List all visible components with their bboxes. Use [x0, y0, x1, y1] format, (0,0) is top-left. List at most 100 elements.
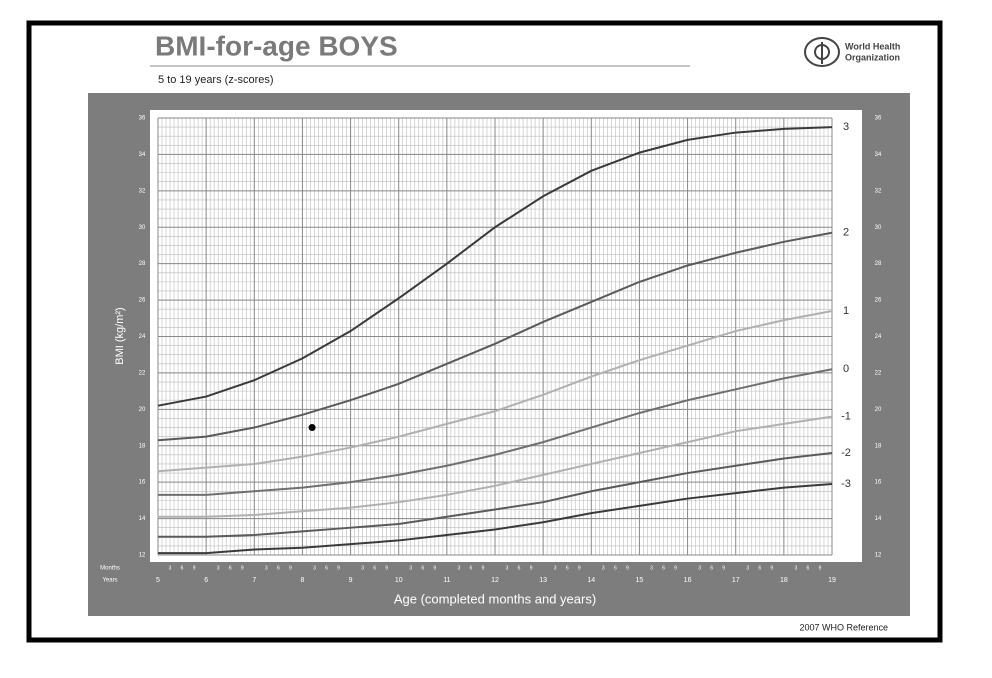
y-tick-label: 34 [139, 152, 146, 158]
x-tick-label: 11 [443, 577, 450, 584]
month-tick-label: 6 [807, 565, 810, 571]
line-label: 1 [843, 305, 849, 317]
y-tick-label: 22 [139, 370, 146, 376]
month-tick-label: 3 [217, 565, 220, 571]
month-tick-label: 6 [421, 565, 424, 571]
month-tick-label: 3 [458, 565, 461, 571]
month-tick-label: 3 [361, 565, 364, 571]
month-tick-label: 6 [277, 565, 280, 571]
y-tick-label: 26 [139, 298, 146, 304]
month-tick-label: 6 [470, 565, 473, 571]
y-tick-label: 28 [875, 261, 882, 267]
month-tick-label: 3 [409, 565, 412, 571]
month-tick-label: 3 [698, 565, 701, 571]
month-tick-label: 9 [241, 565, 244, 571]
month-tick-label: 9 [722, 565, 725, 571]
month-tick-label: 9 [578, 565, 581, 571]
month-tick-label: 6 [662, 565, 665, 571]
chart-subtitle: 5 to 19 years (z-scores) [158, 74, 274, 86]
month-tick-label: 3 [602, 565, 605, 571]
y-axis-label: BMI (kg/m²) [114, 307, 126, 364]
y-tick-label: 36 [139, 116, 146, 122]
x-axis-label: Age (completed months and years) [394, 591, 596, 606]
y-tick-label: 34 [875, 152, 882, 158]
month-tick-label: 9 [337, 565, 340, 571]
data-point [308, 424, 316, 432]
y-tick-label: 28 [139, 261, 146, 267]
month-tick-label: 6 [758, 565, 761, 571]
line-label: 2 [843, 227, 849, 239]
month-tick-label: 9 [193, 565, 196, 571]
z-score-line [157, 126, 833, 407]
x-tick-label: 15 [636, 577, 644, 584]
month-tick-label: 6 [181, 565, 184, 571]
month-tick-label: 3 [265, 565, 268, 571]
z-score-line [157, 310, 833, 473]
who-logo [804, 37, 840, 67]
years-label: Years [102, 578, 117, 584]
month-tick-label: 3 [554, 565, 557, 571]
organization-line: World Health [845, 41, 900, 51]
months-label: Months [100, 566, 120, 572]
line-label: 0 [843, 363, 849, 375]
month-tick-label: 9 [819, 565, 822, 571]
y-tick-label: 12 [875, 553, 882, 559]
y-tick-label: 14 [139, 516, 146, 522]
organization-line: Organization [845, 52, 900, 62]
month-tick-label: 3 [313, 565, 316, 571]
x-tick-label: 10 [395, 577, 403, 584]
x-tick-label: 14 [587, 577, 595, 584]
z-score-line [158, 368, 833, 496]
z-score-line [157, 231, 833, 442]
month-tick-label: 9 [433, 565, 436, 571]
month-tick-label: 9 [385, 565, 388, 571]
line-label: -3 [841, 478, 851, 490]
x-tick-label: 8 [300, 577, 304, 584]
month-tick-label: 6 [518, 565, 521, 571]
month-tick-label: 9 [674, 565, 677, 571]
x-tick-label: 16 [684, 577, 692, 584]
x-tick-label: 12 [491, 577, 499, 584]
month-tick-label: 3 [795, 565, 798, 571]
x-tick-label: 19 [828, 577, 836, 584]
month-tick-label: 3 [746, 565, 749, 571]
y-tick-label: 30 [875, 225, 882, 231]
month-tick-label: 3 [650, 565, 653, 571]
line-label: -2 [841, 447, 851, 459]
month-tick-label: 9 [626, 565, 629, 571]
y-tick-label: 22 [875, 370, 882, 376]
y-tick-label: 14 [875, 516, 882, 522]
x-tick-label: 7 [252, 577, 256, 584]
month-tick-label: 9 [482, 565, 485, 571]
month-tick-label: 9 [770, 565, 773, 571]
z-score-line [158, 452, 833, 538]
y-tick-label: 36 [875, 116, 882, 122]
line-label: -1 [841, 411, 851, 423]
z-score-line [158, 415, 833, 518]
y-tick-label: 24 [139, 334, 146, 340]
y-tick-label: 30 [139, 225, 146, 231]
y-tick-label: 18 [139, 443, 146, 449]
month-tick-label: 6 [710, 565, 713, 571]
y-tick-label: 20 [875, 407, 882, 413]
x-tick-label: 5 [156, 577, 160, 584]
month-tick-label: 6 [373, 565, 376, 571]
y-tick-label: 26 [875, 298, 882, 304]
z-score-line [158, 482, 833, 555]
y-tick-label: 12 [139, 553, 146, 559]
line-label: 3 [843, 121, 849, 133]
month-tick-label: 3 [169, 565, 172, 571]
x-tick-label: 6 [204, 577, 208, 584]
month-tick-label: 3 [506, 565, 509, 571]
y-tick-label: 32 [875, 188, 882, 194]
y-tick-label: 32 [139, 188, 146, 194]
y-tick-label: 16 [139, 480, 146, 486]
month-tick-label: 6 [325, 565, 328, 571]
month-tick-label: 6 [229, 565, 232, 571]
month-tick-label: 9 [289, 565, 292, 571]
y-tick-label: 18 [875, 443, 882, 449]
x-tick-label: 13 [539, 577, 547, 584]
y-tick-label: 20 [139, 407, 146, 413]
chart-title: BMI-for-age BOYS [155, 30, 398, 61]
